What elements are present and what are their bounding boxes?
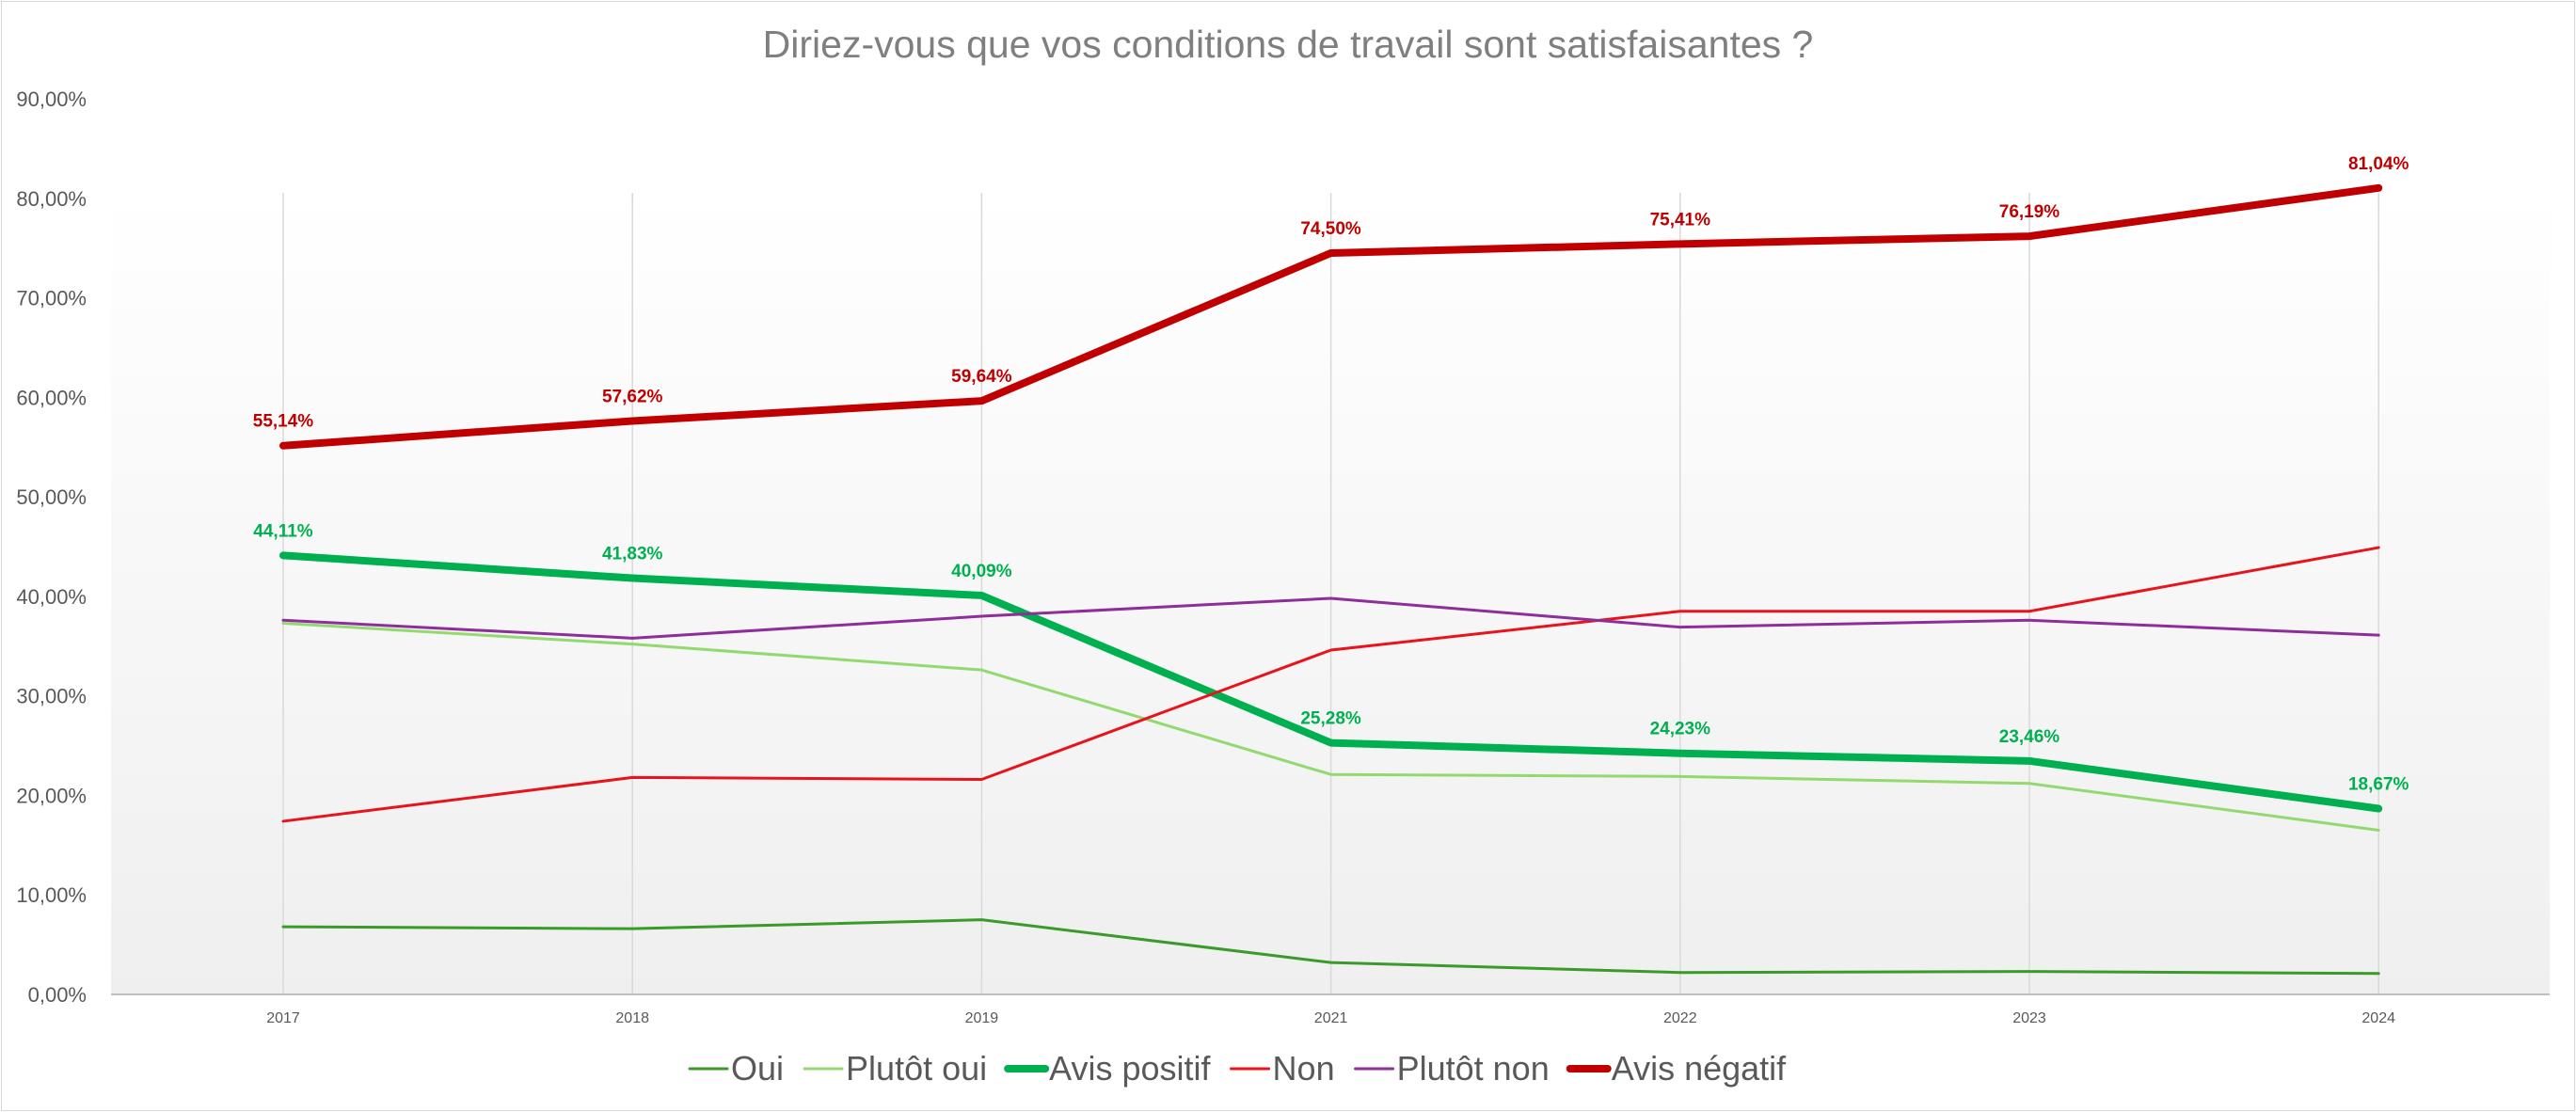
legend-label: Avis positif: [1049, 1049, 1211, 1088]
data-label: 81,04%: [2348, 154, 2409, 174]
data-label: 55,14%: [253, 412, 314, 432]
y-tick-label: 40,00%: [16, 585, 87, 609]
x-tick-label: 2017: [266, 1010, 300, 1026]
y-tick-label: 70,00%: [16, 287, 87, 310]
x-tick-label: 2023: [2012, 1010, 2046, 1026]
x-tick-label: 2024: [2361, 1010, 2395, 1026]
data-label: 76,19%: [1999, 202, 2060, 222]
data-label: 41,83%: [602, 545, 663, 564]
legend-label: Non: [1273, 1049, 1335, 1088]
chart-title: Diriez-vous que vos conditions de travai…: [763, 23, 1814, 66]
data-label: 23,46%: [1999, 727, 2060, 747]
legend-item: Plutôt non: [1354, 1049, 1550, 1088]
series-line-avis-n-gatif: [279, 183, 2383, 450]
data-label: 57,62%: [602, 388, 663, 407]
legend-label: Plutôt oui: [846, 1049, 987, 1088]
data-label: 40,09%: [951, 562, 1012, 581]
y-tick-label: 90,00%: [16, 87, 87, 111]
data-label: 44,11%: [253, 521, 312, 541]
data-label: 25,28%: [1300, 709, 1361, 729]
y-tick-label: 60,00%: [16, 386, 87, 409]
data-label: 74,50%: [1300, 219, 1361, 239]
legend-item: Oui: [688, 1049, 784, 1088]
y-tick-label: 0,00%: [28, 983, 87, 1007]
legend-item: Non: [1230, 1049, 1335, 1088]
y-tick-label: 10,00%: [16, 883, 87, 907]
legend-label: Plutôt non: [1397, 1049, 1550, 1088]
series-line-oui: [281, 918, 2380, 976]
series-line-avis-positif: [279, 551, 2383, 813]
series-line-plut-t-oui: [281, 621, 2380, 832]
data-label: 75,41%: [1650, 210, 1711, 230]
legend-label: Oui: [731, 1049, 784, 1088]
x-tick-label: 2018: [615, 1010, 649, 1026]
data-label: 59,64%: [951, 367, 1012, 387]
data-label: 24,23%: [1650, 720, 1711, 739]
legend-item: Avis positif: [1004, 1049, 1212, 1088]
x-tick-label: 2019: [965, 1010, 999, 1026]
legend-item: Plutôt oui: [803, 1049, 987, 1088]
series-line-non: [281, 546, 2380, 823]
legend-label: Avis négatif: [1612, 1049, 1787, 1088]
y-tick-label: 80,00%: [16, 187, 87, 211]
y-tick-label: 30,00%: [16, 685, 87, 708]
x-tick-label: 2022: [1663, 1010, 1697, 1026]
series-line-plut-t-non: [281, 596, 2380, 640]
legend-item: Avis négatif: [1566, 1049, 1787, 1088]
x-tick-label: 2021: [1314, 1010, 1348, 1026]
y-tick-label: 20,00%: [16, 784, 87, 807]
y-tick-label: 50,00%: [16, 485, 87, 509]
data-label: 18,67%: [2348, 775, 2409, 795]
